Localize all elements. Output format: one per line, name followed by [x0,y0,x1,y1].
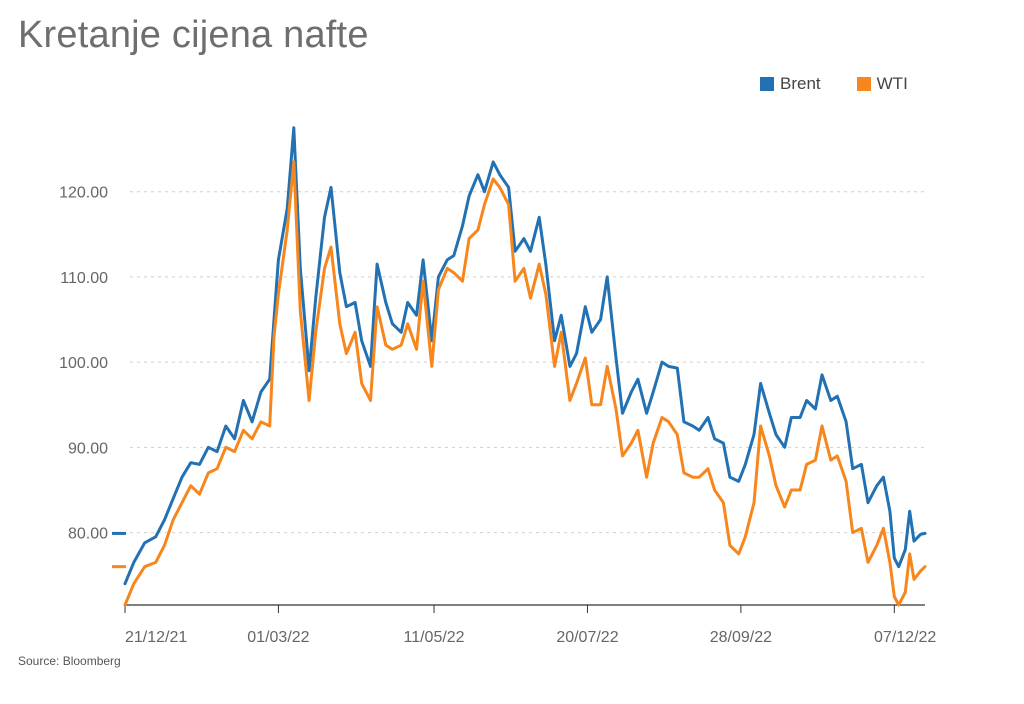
legend-swatch-wti [856,77,871,91]
x-tick-label: 28/09/22 [710,629,772,646]
y-tick-label: 120.00 [59,185,108,202]
source-note: Source: Bloomberg [18,654,121,668]
y-axis-ticks: 80.00 90.00 100.00 110.00 120.00 [59,185,108,543]
legend-swatch-brent [760,77,774,91]
chart-title: Kretanje cijena nafte [18,14,369,56]
y-tick-label: 90.00 [68,440,108,457]
series-line-brent [123,126,927,586]
legend-item-brent: Brent [760,74,821,94]
y-tick-label: 100.00 [59,355,108,372]
legend-label-wti: WTI [876,74,908,93]
x-tick-label: 11/05/22 [403,629,464,646]
last-value-markers [112,531,126,569]
legend-item-wti: WTI [856,74,908,94]
series-lines [123,126,927,607]
x-axis-ticks: 21/12/21 01/03/22 11/05/22 20/07/22 28/09/22… [124,604,936,646]
x-tick-label: 07/12/22 [874,629,936,646]
y-tick-label: 110.00 [60,270,108,287]
series-line-wti [123,160,927,607]
y-tick-label: 80.00 [68,526,108,543]
chart-legend: Brent WTI [760,74,908,94]
x-tick-label: 01/03/22 [247,629,309,646]
x-tick-label: 20/07/22 [556,629,618,646]
x-tick-label: 21/12/21 [125,629,187,646]
legend-label-brent: Brent [780,74,821,93]
